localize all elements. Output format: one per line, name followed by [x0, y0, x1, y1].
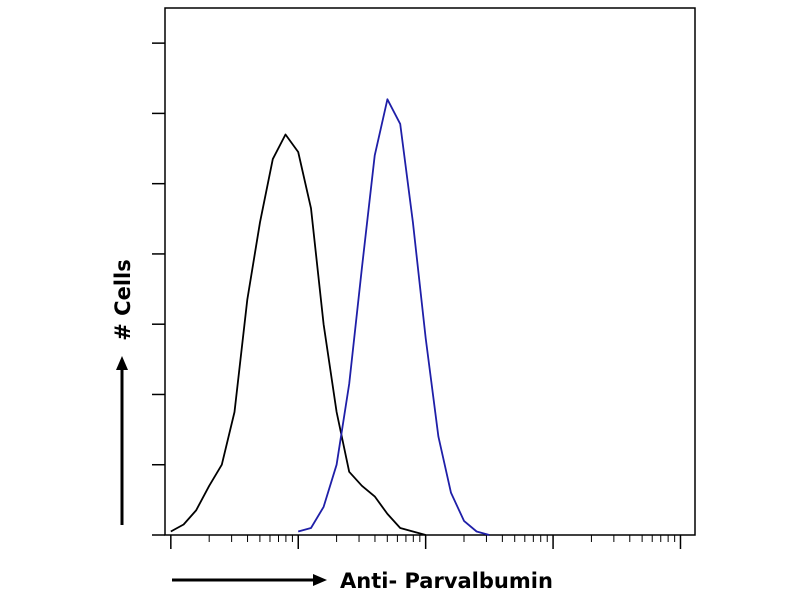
y-axis-label: # Cells — [111, 259, 135, 340]
histogram-line — [297, 98, 490, 536]
histogram-line — [170, 133, 426, 536]
plot-frame — [164, 7, 696, 536]
x-arrowhead — [313, 574, 327, 586]
y-arrowhead — [116, 356, 128, 370]
x-axis-label: Anti- Parvalbumin — [340, 569, 553, 593]
